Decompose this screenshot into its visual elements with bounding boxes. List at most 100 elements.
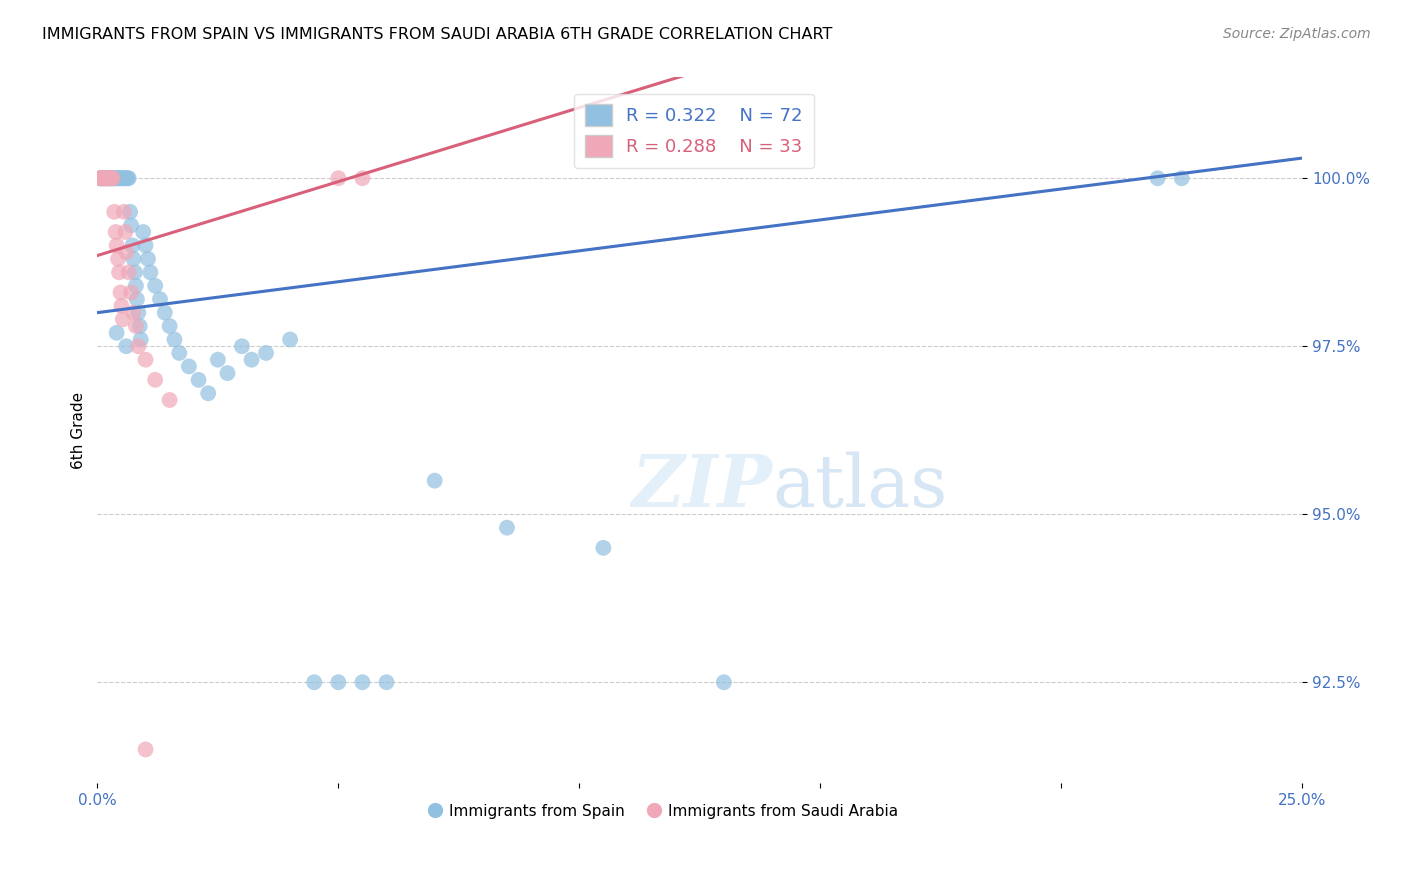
Point xyxy=(97,171,120,186)
Point xyxy=(1170,171,1192,186)
Point xyxy=(197,386,219,401)
Point xyxy=(98,171,121,186)
Point xyxy=(375,675,398,690)
Point xyxy=(124,265,146,279)
Point xyxy=(125,292,148,306)
Point xyxy=(231,339,253,353)
Point xyxy=(240,352,263,367)
Point xyxy=(91,171,114,186)
Point xyxy=(713,675,735,690)
Point xyxy=(254,346,277,360)
Point xyxy=(105,171,128,186)
Point xyxy=(128,319,150,334)
Point xyxy=(143,278,166,293)
Text: atlas: atlas xyxy=(772,451,948,522)
Point xyxy=(101,171,124,186)
Point xyxy=(98,171,121,186)
Point xyxy=(125,278,148,293)
Point xyxy=(127,305,149,319)
Point xyxy=(90,171,112,186)
Point xyxy=(120,204,142,219)
Point xyxy=(169,346,191,360)
Point xyxy=(91,171,114,186)
Point xyxy=(159,319,181,334)
Point xyxy=(91,171,114,186)
Point xyxy=(111,312,134,326)
Point xyxy=(89,171,111,186)
Point xyxy=(149,292,172,306)
Point xyxy=(97,171,120,186)
Point xyxy=(278,333,301,347)
Point xyxy=(153,305,176,319)
Text: Source: ZipAtlas.com: Source: ZipAtlas.com xyxy=(1223,27,1371,41)
Point xyxy=(328,171,350,186)
Point xyxy=(100,171,122,186)
Point xyxy=(159,392,181,407)
Point xyxy=(93,171,115,186)
Point xyxy=(496,521,519,535)
Point xyxy=(118,171,141,186)
Point xyxy=(103,171,125,186)
Point xyxy=(1146,171,1168,186)
Point xyxy=(94,171,117,186)
Point xyxy=(125,319,148,334)
Point xyxy=(115,339,138,353)
Point xyxy=(90,171,112,186)
Point xyxy=(135,352,157,367)
Point xyxy=(90,171,112,186)
Point xyxy=(108,171,131,186)
Point xyxy=(121,238,143,252)
Point xyxy=(94,171,117,186)
Point xyxy=(132,225,155,239)
Point xyxy=(108,265,131,279)
Point xyxy=(135,238,157,252)
Point xyxy=(93,171,115,186)
Point xyxy=(112,204,135,219)
Point xyxy=(207,352,229,367)
Point xyxy=(423,474,446,488)
Legend: Immigrants from Spain, Immigrants from Saudi Arabia: Immigrants from Spain, Immigrants from S… xyxy=(423,797,904,825)
Point xyxy=(120,219,142,233)
Point xyxy=(352,171,374,186)
Point xyxy=(104,171,127,186)
Point xyxy=(91,171,114,186)
Point xyxy=(94,171,117,186)
Point xyxy=(139,265,162,279)
Point xyxy=(115,171,138,186)
Point xyxy=(101,171,124,186)
Point xyxy=(111,171,134,186)
Point xyxy=(101,171,124,186)
Point xyxy=(143,373,166,387)
Point xyxy=(114,225,136,239)
Point xyxy=(103,204,125,219)
Point xyxy=(302,675,325,690)
Point xyxy=(135,742,157,756)
Point xyxy=(89,171,111,186)
Point xyxy=(101,171,124,186)
Point xyxy=(105,238,128,252)
Point xyxy=(112,171,135,186)
Point xyxy=(127,339,149,353)
Point xyxy=(114,171,136,186)
Point xyxy=(107,171,129,186)
Point xyxy=(96,171,118,186)
Text: IMMIGRANTS FROM SPAIN VS IMMIGRANTS FROM SAUDI ARABIA 6TH GRADE CORRELATION CHAR: IMMIGRANTS FROM SPAIN VS IMMIGRANTS FROM… xyxy=(42,27,832,42)
Point xyxy=(98,171,121,186)
Point xyxy=(115,245,138,260)
Point xyxy=(217,366,239,380)
Point xyxy=(136,252,159,266)
Point xyxy=(98,171,121,186)
Point xyxy=(108,171,131,186)
Y-axis label: 6th Grade: 6th Grade xyxy=(72,392,86,469)
Point xyxy=(187,373,209,387)
Point xyxy=(103,171,125,186)
Point xyxy=(120,285,142,300)
Text: ZIP: ZIP xyxy=(631,451,772,522)
Point xyxy=(122,305,145,319)
Point xyxy=(110,171,132,186)
Point xyxy=(163,333,186,347)
Point xyxy=(352,675,374,690)
Point xyxy=(129,333,152,347)
Point xyxy=(122,252,145,266)
Point xyxy=(592,541,614,555)
